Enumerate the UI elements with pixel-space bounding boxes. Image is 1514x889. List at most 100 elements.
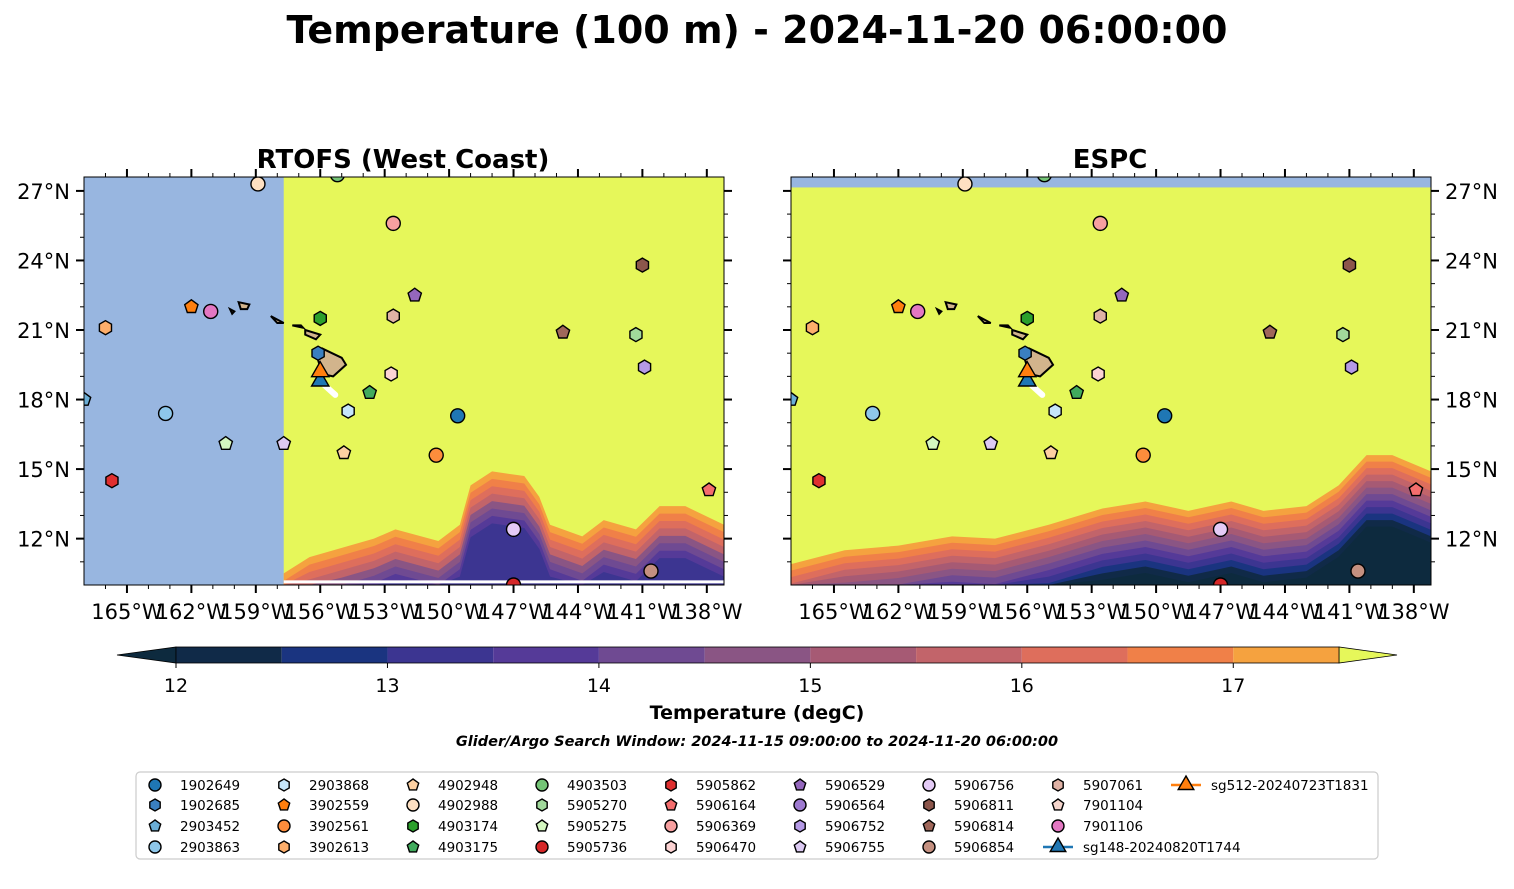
- colorbar-tick-label: 17: [1221, 675, 1245, 697]
- axes-rtofs: 165°W162°W159°W156°W153°W150°W147°W144°W…: [17, 169, 743, 624]
- marker-5905270: [629, 326, 643, 343]
- legend-marker: [278, 778, 290, 792]
- marker-3902613: [98, 319, 113, 336]
- y-tick-label: 12°N: [1445, 528, 1498, 552]
- legend-label: 5906756: [954, 778, 1014, 794]
- marker-2903452: [84, 391, 92, 406]
- island-landmass: [977, 315, 992, 325]
- legend-item: 3902613: [278, 840, 369, 856]
- legend-label: 4903175: [438, 840, 498, 856]
- temp-contour-band: [791, 526, 1431, 585]
- marker-3902559: [183, 298, 199, 314]
- legend-label: 5905862: [696, 778, 756, 794]
- legend-marker: [277, 798, 291, 811]
- marker-3902613: [805, 319, 820, 336]
- legend: 1902649 1902685 2903452 2903863 2903868 39025…: [135, 771, 1379, 860]
- marker-4903503: [1037, 177, 1052, 183]
- legend-item: 5906564: [793, 798, 885, 814]
- legend-marker: [1051, 819, 1065, 833]
- x-tick-label: 159°W: [220, 600, 292, 624]
- x-tick-label: 141°W: [607, 600, 679, 624]
- legend-item: 3902561: [277, 819, 369, 835]
- legend-item: 4903503: [535, 778, 627, 794]
- marker-sg148-20240820T1744: [310, 369, 331, 387]
- panel-rtofs: RTOFS (West Coast) 165°W162°W159°W156°W1…: [17, 145, 743, 624]
- legend-marker: [148, 840, 162, 854]
- marker-3902561: [428, 447, 444, 463]
- legend-marker: [793, 798, 807, 812]
- legend-label: 5906755: [825, 840, 885, 856]
- marker-7901106: [203, 303, 219, 320]
- legend-label: 4903174: [438, 819, 498, 835]
- legend-label: 4903503: [567, 778, 627, 794]
- marker-5906854: [1350, 563, 1366, 579]
- legend-item: 4903174: [407, 819, 498, 835]
- legend-marker: [793, 840, 807, 853]
- legend-marker: [665, 778, 677, 792]
- colorbar-segment: [281, 647, 388, 663]
- legend-marker: [148, 819, 162, 832]
- marker-4902988: [957, 177, 973, 192]
- colorbar-frame: [175, 646, 1340, 664]
- x-tick-label: 162°W: [156, 600, 228, 624]
- legend-frame: [135, 771, 1379, 860]
- marker-5905736: [505, 577, 522, 585]
- legend-item: 1902685: [149, 798, 240, 814]
- x-tick-label: 162°W: [863, 600, 935, 624]
- colorbar-segment: [176, 647, 282, 663]
- legend-label: 3902561: [309, 819, 369, 835]
- legend-label: 3902613: [309, 840, 369, 856]
- x-tick-label: 138°W: [671, 600, 743, 624]
- legend-item: 5906470: [665, 840, 756, 856]
- legend-label: 1902649: [180, 778, 240, 794]
- legend-marker: [923, 798, 935, 812]
- marker-7901106: [910, 303, 926, 320]
- legend-item: 5906814: [922, 819, 1014, 835]
- island-landmass: [934, 306, 943, 316]
- x-tick-label: 147°W: [478, 600, 550, 624]
- legend-label: 5906369: [696, 819, 756, 835]
- legend-label: 2903452: [180, 819, 240, 835]
- legend-label: 7901106: [1083, 819, 1143, 835]
- x-tick-label: 153°W: [1056, 600, 1128, 624]
- legend-item: 5905270: [536, 798, 627, 814]
- marker-5906811: [1342, 257, 1357, 273]
- marker-1902649: [449, 408, 466, 424]
- axes-espc: 165°W162°W159°W156°W153°W150°W147°W144°W…: [783, 169, 1498, 624]
- marker-5905736: [1212, 577, 1229, 585]
- model-domain-mask: [84, 177, 284, 585]
- model-edge: [283, 580, 724, 584]
- legend-marker: [536, 798, 548, 812]
- legend-marker: [664, 798, 678, 811]
- legend-item: 4902948: [406, 778, 498, 794]
- legend-marker: [406, 840, 420, 853]
- legend-marker: [277, 819, 291, 833]
- colorbar-segment: [704, 647, 811, 663]
- legend-item: 5906369: [664, 819, 756, 835]
- marker-5906752: [637, 359, 652, 375]
- colorbar: 12 13 14 15 16 17: [116, 646, 1398, 697]
- legend-item: 4902988: [406, 798, 498, 814]
- marker-3902561: [1135, 447, 1151, 463]
- marker-4903174: [313, 310, 327, 327]
- marker-2903868: [1048, 403, 1062, 419]
- temp-contour-band: [283, 523, 724, 585]
- marker-5907061: [1093, 308, 1108, 324]
- x-tick-label: 147°W: [1185, 600, 1257, 624]
- marker-4903175: [1069, 384, 1085, 399]
- island-landmass: [999, 324, 1013, 330]
- x-tick-label: 144°W: [542, 600, 614, 624]
- marker-2903452: [791, 391, 799, 406]
- marker-4903175: [362, 384, 378, 399]
- marker-1902685: [311, 345, 325, 362]
- legend-marker: [922, 819, 936, 832]
- legend-label: 1902685: [180, 798, 240, 814]
- legend-marker: [793, 778, 807, 791]
- island-landmass: [944, 300, 958, 311]
- y-tick-label: 27°N: [1445, 180, 1498, 204]
- legend-marker: [406, 798, 420, 812]
- marker-5906529: [407, 287, 423, 302]
- island-landmass: [270, 315, 285, 325]
- marker-5906369: [385, 215, 401, 232]
- legend-label: 4902948: [438, 778, 498, 794]
